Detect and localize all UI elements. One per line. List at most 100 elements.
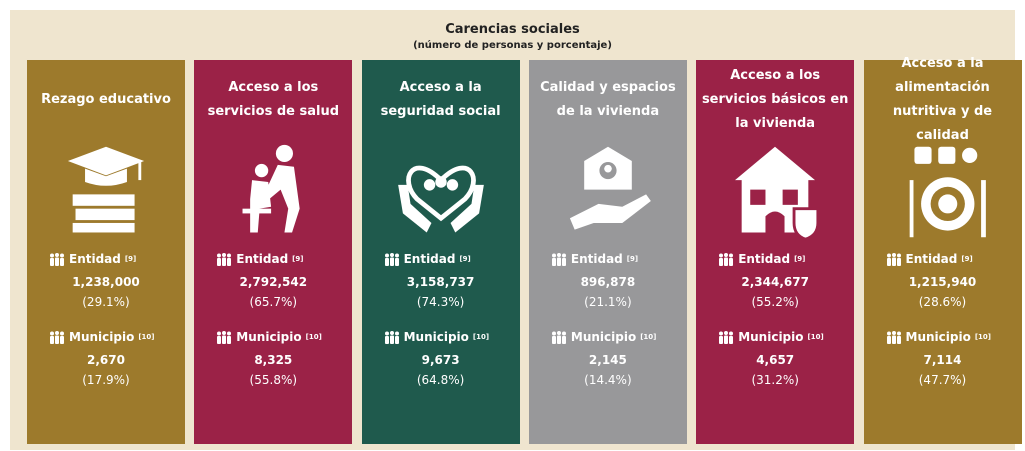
municipio-label: Municipio [10] <box>384 330 489 344</box>
card-title: Acceso a los servicios de salud <box>198 64 348 136</box>
municipio-value: 8,325 <box>194 353 352 367</box>
card-icon <box>223 142 323 246</box>
municipio-label: Municipio [10] <box>216 330 321 344</box>
people-icon <box>49 331 65 344</box>
subtitle: (número de personas y porcentaje) <box>10 40 1015 51</box>
icon <box>725 142 825 242</box>
entidad-label: Entidad[9] <box>384 252 471 266</box>
note: [10] <box>808 333 824 341</box>
note: [9] <box>794 255 805 263</box>
icon <box>56 142 156 242</box>
label-text: Entidad <box>738 252 790 266</box>
label-text: Municipio <box>69 330 134 344</box>
note: [10] <box>975 333 991 341</box>
label-text: Entidad <box>571 252 623 266</box>
note: [10] <box>138 333 154 341</box>
label-text: Entidad <box>404 252 456 266</box>
card-title: Rezago educativo <box>31 64 181 136</box>
entidad-label: Entidad [9] <box>216 252 303 266</box>
municipio-label: Municipio [10] <box>551 330 656 344</box>
people-icon <box>384 331 400 344</box>
card: Acceso a la seguridad social Entidad[9] 3,… <box>362 60 520 444</box>
municipio-value: 2,670 <box>27 353 185 367</box>
label-text: Entidad <box>906 252 958 266</box>
icon <box>223 142 323 242</box>
card-icon <box>56 142 156 246</box>
people-icon <box>551 253 567 266</box>
municipio-pct: (55.8%) <box>194 373 352 387</box>
label-text: Municipio <box>404 330 469 344</box>
card: Acceso a los servicios básicos en la viv… <box>696 60 854 444</box>
label-text: Municipio <box>236 330 301 344</box>
title: Carencias sociales <box>10 22 1015 37</box>
municipio-value: 7,114 <box>864 353 1022 367</box>
entidad-label: Entidad [9] <box>718 252 805 266</box>
label-text: Municipio <box>571 330 636 344</box>
note: [10] <box>473 333 489 341</box>
entidad-value: 2,792,542 <box>194 275 352 289</box>
card-title: Calidad y espacios de la vivienda <box>533 64 683 136</box>
municipio-pct: (47.7%) <box>864 373 1022 387</box>
card: Calidad y espacios de la vivienda Entidad… <box>529 60 687 444</box>
entidad-value: 1,215,940 <box>864 275 1022 289</box>
municipio-label: Municipio [10] <box>49 330 154 344</box>
label-text: Municipio <box>906 330 971 344</box>
entidad-pct: (55.2%) <box>696 295 854 309</box>
card-icon <box>725 142 825 246</box>
people-icon <box>216 253 232 266</box>
note: [9] <box>459 255 470 263</box>
note: [10] <box>306 333 322 341</box>
icon <box>893 142 993 242</box>
label-text: Municipio <box>738 330 803 344</box>
entidad-pct: (65.7%) <box>194 295 352 309</box>
icon <box>391 142 491 242</box>
people-icon <box>718 253 734 266</box>
label-text: Entidad <box>69 252 121 266</box>
entidad-label: Entidad [9] <box>49 252 136 266</box>
municipio-pct: (64.8%) <box>362 373 520 387</box>
panel: Carencias sociales (número de personas y… <box>10 10 1015 450</box>
people-icon <box>551 331 567 344</box>
municipio-pct: (17.9%) <box>27 373 185 387</box>
entidad-value: 896,878 <box>529 275 687 289</box>
municipio-label: Municipio [10] <box>886 330 991 344</box>
entidad-pct: (28.6%) <box>864 295 1022 309</box>
people-icon <box>886 331 902 344</box>
people-icon <box>886 253 902 266</box>
card-title: Acceso a los servicios básicos en la viv… <box>700 64 850 136</box>
note: [9] <box>292 255 303 263</box>
card: Rezago educativo Entidad [9] 1,238,000 (29.1… <box>27 60 185 444</box>
municipio-value: 4,657 <box>696 353 854 367</box>
municipio-value: 2,145 <box>529 353 687 367</box>
municipio-value: 9,673 <box>362 353 520 367</box>
entidad-value: 3,158,737 <box>362 275 520 289</box>
entidad-pct: (21.1%) <box>529 295 687 309</box>
label-text: Entidad <box>236 252 288 266</box>
people-icon <box>718 331 734 344</box>
card: Acceso a los servicios de salud Entidad [9… <box>194 60 352 444</box>
note: [9] <box>961 255 972 263</box>
page: Carencias sociales (número de personas y… <box>0 0 1025 451</box>
people-icon <box>49 253 65 266</box>
municipio-pct: (31.2%) <box>696 373 854 387</box>
card-icon <box>558 142 658 246</box>
entidad-value: 2,344,677 <box>696 275 854 289</box>
municipio-pct: (14.4%) <box>529 373 687 387</box>
card-icon <box>893 142 993 246</box>
entidad-pct: (29.1%) <box>27 295 185 309</box>
card: Acceso a la alimentación nutritiva y de … <box>864 60 1022 444</box>
entidad-value: 1,238,000 <box>27 275 185 289</box>
card-title: Acceso a la alimentación nutritiva y de … <box>868 64 1018 136</box>
note: [9] <box>627 255 638 263</box>
entidad-label: Entidad [9] <box>551 252 638 266</box>
icon <box>558 142 658 242</box>
people-icon <box>384 253 400 266</box>
entidad-label: Entidad[9] <box>886 252 973 266</box>
municipio-label: Municipio [10] <box>718 330 823 344</box>
card-icon <box>391 142 491 246</box>
note: [9] <box>125 255 136 263</box>
entidad-pct: (74.3%) <box>362 295 520 309</box>
people-icon <box>216 331 232 344</box>
card-title: Acceso a la seguridad social <box>366 64 516 136</box>
note: [10] <box>640 333 656 341</box>
